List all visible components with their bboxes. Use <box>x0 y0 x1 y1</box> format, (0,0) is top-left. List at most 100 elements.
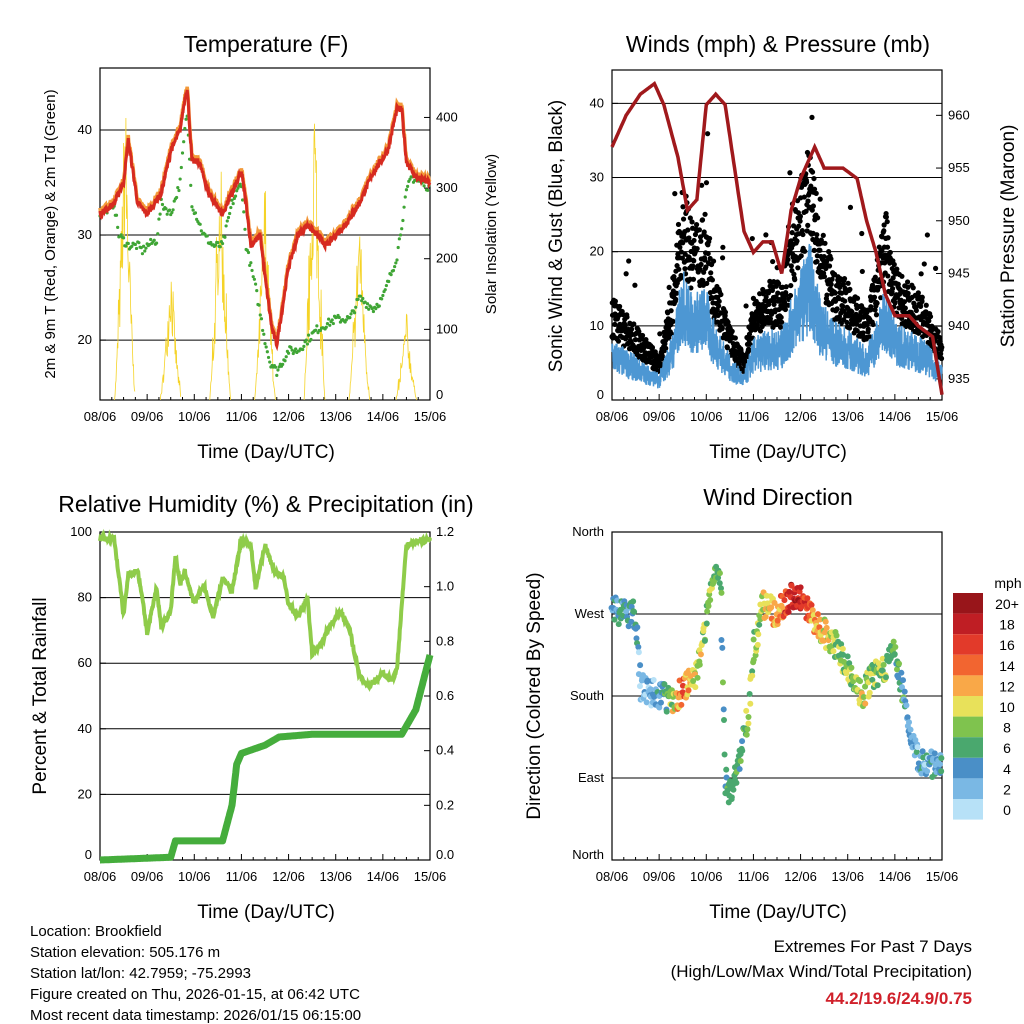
direction-point <box>678 701 685 708</box>
gust-point <box>690 276 697 282</box>
direction-point <box>839 645 846 652</box>
dewpoint-point <box>262 332 266 336</box>
dewpoint-point <box>309 337 313 342</box>
dewpoint-point <box>116 225 120 229</box>
gust-point <box>798 253 804 259</box>
direction-point <box>728 794 735 801</box>
extremes-values: 44.2/19.6/24.9/0.75 <box>825 989 972 1008</box>
gust-point <box>705 250 711 257</box>
dewpoint-point <box>264 345 268 349</box>
y-right-tick-label: 955 <box>948 160 970 175</box>
dewpoint-point <box>331 321 335 326</box>
gust-point <box>803 208 809 214</box>
direction-point <box>907 726 914 733</box>
y-tick-label: West <box>575 606 605 621</box>
dewpoint-point <box>164 207 168 211</box>
gust-point <box>915 290 921 296</box>
dewpoint-point <box>182 140 186 144</box>
dewpoint-point <box>274 365 278 369</box>
gust-point <box>770 258 776 265</box>
dewpoint-point <box>157 217 161 221</box>
gust-point <box>884 244 891 250</box>
dewpoint-point <box>289 345 293 349</box>
gust-point <box>680 204 686 210</box>
gust-point <box>680 240 686 246</box>
gust-point <box>797 213 803 219</box>
dewpoint-point <box>401 218 405 223</box>
direction-point <box>685 687 692 694</box>
dewpoint-point <box>283 359 287 363</box>
dewpoint-point <box>263 342 267 346</box>
gust-point <box>796 231 802 237</box>
rh-ylabel: Percent & Total Rainfall <box>30 597 51 794</box>
gust-point <box>649 344 656 351</box>
direction-point <box>822 618 829 625</box>
direction-point <box>866 689 873 696</box>
gust-point <box>691 237 697 244</box>
direction-point <box>843 670 850 677</box>
gust-point <box>834 306 840 312</box>
direction-point <box>615 621 622 628</box>
direction-point <box>749 672 756 679</box>
gust-point <box>682 266 688 272</box>
legend-label: 2 <box>1003 781 1011 797</box>
gust-point <box>666 284 672 291</box>
dewpoint-point <box>265 350 269 354</box>
gust-point <box>894 266 900 272</box>
gust-point <box>716 303 722 309</box>
direction-point <box>679 682 686 689</box>
dewpoint-point <box>370 307 374 311</box>
direction-point <box>901 688 908 695</box>
dewpoint-point <box>281 362 285 366</box>
dewpoint-point <box>384 283 388 288</box>
panel-4: 08/06 09/06 10/06 11/06 12/06 13/06 14/06 15/06… <box>570 524 958 884</box>
sonic-wind-line <box>611 243 943 389</box>
info-elevation: Station elevation: 505.176 m <box>30 944 220 961</box>
gust-point <box>703 180 710 186</box>
gust-point <box>668 308 674 314</box>
gust-point <box>824 292 830 298</box>
legend-swatch <box>953 737 983 758</box>
x-tick-label: 09/06 <box>643 409 676 424</box>
gust-point <box>785 302 791 308</box>
dewpoint-point <box>134 246 139 251</box>
dewpoint-point <box>398 233 403 237</box>
gust-point <box>697 266 703 273</box>
info-created: Figure created on Thu, 2026-01-15, at 06… <box>30 986 360 1003</box>
gust-point <box>878 295 884 301</box>
direction-point <box>882 674 889 681</box>
rh-xlabel: Time (Day/UTC) <box>197 902 335 923</box>
direction-point <box>756 621 763 628</box>
dewpoint-point <box>305 342 310 346</box>
direction-point <box>721 751 728 758</box>
gust-point <box>680 216 687 222</box>
dewpoint-point <box>142 244 146 248</box>
gust-point <box>805 198 811 204</box>
winds-title: Winds (mph) & Pressure (mb) <box>626 31 930 57</box>
x-tick-label: 14/06 <box>879 409 912 424</box>
solar-insolation-line <box>348 236 371 401</box>
gust-point <box>917 303 924 310</box>
direction-point <box>716 570 723 577</box>
dewpoint-point <box>304 338 308 342</box>
gust-point <box>849 309 855 315</box>
panel-1: 08/06 09/06 10/06 11/06 12/06 13/06 14/06 15/06… <box>78 67 458 424</box>
dewpoint-point <box>406 184 410 189</box>
direction-point <box>743 707 750 714</box>
direction-point <box>880 661 887 668</box>
gust-point <box>873 312 880 318</box>
direction-point <box>617 606 624 613</box>
dewpoint-point <box>315 324 319 328</box>
dewpoint-point <box>301 347 305 352</box>
gust-point <box>881 228 887 234</box>
gust-point <box>795 265 801 271</box>
gust-point <box>921 261 927 267</box>
direction-point <box>650 676 657 683</box>
gust-point <box>883 214 889 220</box>
gust-point <box>690 263 696 269</box>
gust-point <box>732 335 738 341</box>
gust-point <box>919 294 925 300</box>
direction-point <box>764 600 771 607</box>
x-tick-label: 12/06 <box>272 409 305 424</box>
gust-point <box>821 254 827 260</box>
